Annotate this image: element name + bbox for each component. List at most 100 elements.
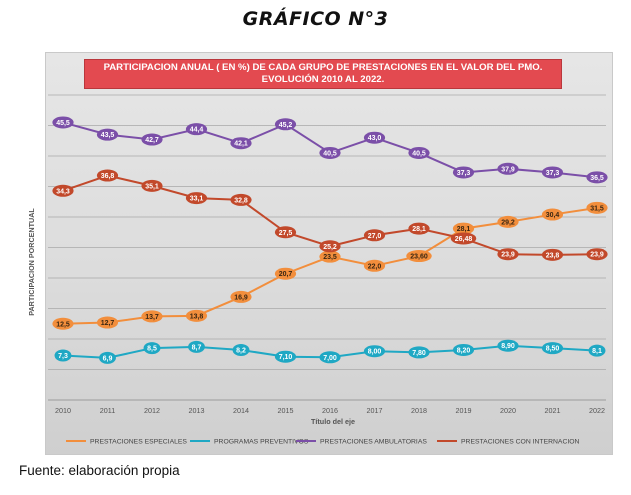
data-point <box>54 349 72 362</box>
data-point <box>541 248 564 261</box>
data-label: 8,00 <box>368 349 382 356</box>
x-tick-label: 2011 <box>100 406 115 415</box>
legend: PRESTACIONES ESPECIALES PROGRAMAS PREVENT… <box>66 439 580 446</box>
series-prestaciones-especiales: 12,5 12,7 13,7 13,8 16,9 20,7 23,5 22,0 23,60 28,… <box>52 201 608 330</box>
data-point <box>52 184 74 197</box>
data-point <box>586 171 608 184</box>
data-point <box>363 131 386 144</box>
data-point <box>408 222 430 235</box>
data-point <box>274 226 297 239</box>
data-label: 16,9 <box>234 294 248 301</box>
data-point <box>319 250 341 263</box>
data-label: 23,8 <box>546 252 560 259</box>
data-point <box>274 350 297 363</box>
data-label: 45,2 <box>279 122 293 129</box>
data-label: 7,00 <box>323 355 337 362</box>
legend-label: PROGRAMAS PREVENTIVOS <box>214 439 309 446</box>
data-point <box>274 118 297 131</box>
data-label: 30,4 <box>546 212 560 219</box>
series-prestaciones-ambulatorias: 45,5 43,5 42,7 44,4 42,1 45,2 40,5 43,0 40,5 37,3… <box>52 116 608 184</box>
data-label: 40,5 <box>412 150 426 157</box>
data-point <box>408 146 430 159</box>
y-axis-title: PARTICIPACION PORCENTUAL <box>27 208 36 316</box>
data-point <box>452 343 475 356</box>
data-point <box>497 339 519 352</box>
data-label: 42,7 <box>145 137 159 144</box>
x-tick-label: 2021 <box>545 406 561 415</box>
data-point <box>96 169 119 182</box>
page-title: GRÁFICO N°3 <box>242 8 389 30</box>
x-tick-label: 2018 <box>411 406 427 415</box>
data-point <box>141 310 163 323</box>
data-label: 34,3 <box>56 188 70 195</box>
data-point <box>452 222 475 235</box>
data-label: 8,50 <box>546 346 560 353</box>
data-point <box>141 133 163 146</box>
data-point <box>274 267 297 280</box>
data-point <box>99 351 116 364</box>
legend-item: PRESTACIONES AMBULATORIAS <box>296 439 427 446</box>
data-label: 8,90 <box>501 343 515 350</box>
data-label: 23,5 <box>323 254 337 261</box>
series-programas-preventivos: 7,3 6,9 8,5 8,7 8,2 7,10 7,00 8,00 7,80 8,20 8,90 8… <box>54 339 606 364</box>
data-label: 33,1 <box>190 196 204 203</box>
data-label: 8,20 <box>457 347 471 354</box>
data-point <box>363 259 386 272</box>
x-tick-label: 2017 <box>367 406 383 415</box>
data-label: 23,9 <box>501 252 515 259</box>
chart-title-banner: PARTICIPACION ANUAL ( EN %) DE CADA GRUP… <box>84 59 562 89</box>
data-label: 44,4 <box>190 127 204 134</box>
data-label: 7,3 <box>58 353 68 360</box>
data-point <box>96 316 119 329</box>
data-label: 8,7 <box>192 344 202 351</box>
legend-label: PRESTACIONES CON INTERNACION <box>461 439 580 446</box>
x-tick-label: 2019 <box>456 406 472 415</box>
x-tick-label: 2016 <box>322 406 338 415</box>
data-point <box>319 240 341 253</box>
data-point <box>185 192 208 205</box>
data-label: 35,1 <box>145 183 159 190</box>
x-tick-label: 2015 <box>278 406 294 415</box>
data-point <box>52 317 74 330</box>
data-label: 7,10 <box>279 354 293 361</box>
data-label: 27,5 <box>279 230 293 237</box>
data-label: 13,8 <box>190 313 204 320</box>
data-label: 31,5 <box>590 205 604 212</box>
data-label: 23,60 <box>410 254 428 261</box>
data-label: 37,3 <box>546 170 560 177</box>
data-point <box>586 201 608 214</box>
data-label: 32,8 <box>234 197 248 204</box>
data-label: 26,48 <box>455 236 473 243</box>
x-tick-label: 2013 <box>189 406 205 415</box>
data-point <box>232 343 250 356</box>
series-line <box>62 206 598 325</box>
data-point <box>588 344 606 357</box>
data-point <box>319 146 341 159</box>
data-point <box>450 232 477 245</box>
legend-label: PRESTACIONES AMBULATORIAS <box>320 439 427 446</box>
data-point <box>143 342 161 355</box>
data-label: 8,2 <box>236 347 246 354</box>
data-point <box>363 229 386 242</box>
legend-item: PRESTACIONES ESPECIALES <box>66 439 187 446</box>
data-point <box>541 342 564 355</box>
data-label: 28,1 <box>412 226 426 233</box>
data-point <box>497 162 519 175</box>
data-point <box>541 166 564 179</box>
data-label: 22,0 <box>368 263 382 270</box>
data-point <box>230 137 252 150</box>
data-label: 12,5 <box>56 321 70 328</box>
chart-title-line-1: PARTICIPACION ANUAL ( EN %) DE CADA GRUP… <box>103 62 543 73</box>
data-label: 8,5 <box>147 346 157 353</box>
data-label: 36,5 <box>590 175 604 182</box>
data-point <box>406 250 432 263</box>
data-label: 6,9 <box>103 355 113 362</box>
data-label: 43,0 <box>368 135 382 142</box>
x-axis-title: Título del eje <box>311 417 355 426</box>
data-point <box>319 351 341 364</box>
data-label: 13,7 <box>145 314 159 321</box>
data-point <box>586 248 608 261</box>
data-point <box>96 128 119 141</box>
data-label: 29,2 <box>501 219 515 226</box>
